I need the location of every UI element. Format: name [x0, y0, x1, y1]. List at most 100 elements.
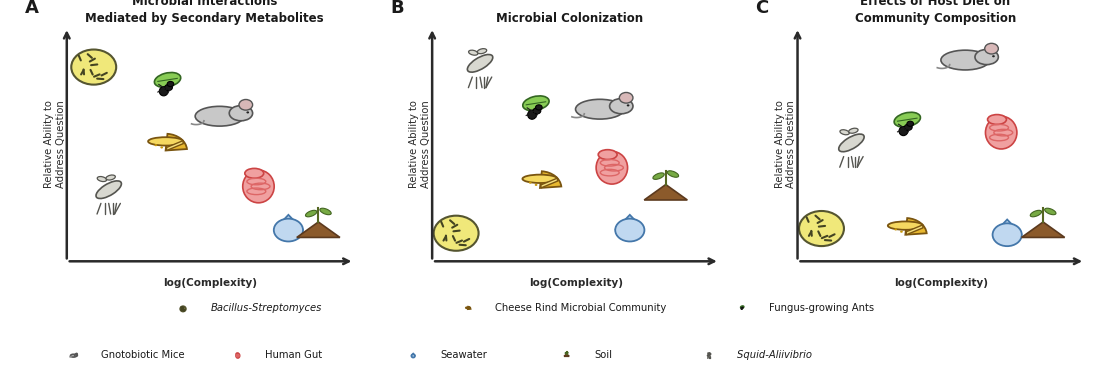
Ellipse shape [527, 110, 536, 119]
Circle shape [164, 85, 172, 90]
Text: Relative Ability to
Address Question: Relative Ability to Address Question [775, 100, 797, 188]
Ellipse shape [596, 151, 628, 184]
Ellipse shape [653, 173, 664, 179]
Polygon shape [993, 220, 1021, 235]
Ellipse shape [106, 175, 115, 180]
Wedge shape [468, 307, 470, 309]
Title: Effects of Host Diet on
Community Composition: Effects of Host Diet on Community Compos… [855, 0, 1016, 25]
Ellipse shape [1044, 208, 1055, 215]
Polygon shape [541, 178, 558, 188]
Ellipse shape [75, 354, 78, 356]
Ellipse shape [478, 49, 487, 54]
Ellipse shape [741, 306, 744, 308]
Text: Seawater: Seawater [441, 350, 488, 360]
Circle shape [155, 144, 157, 146]
Ellipse shape [567, 352, 568, 353]
Text: Bacillus-Streptomyces: Bacillus-Streptomyces [210, 303, 322, 313]
Circle shape [434, 216, 479, 251]
Polygon shape [274, 215, 302, 230]
Text: Human Gut: Human Gut [265, 350, 322, 360]
Ellipse shape [975, 50, 998, 65]
Ellipse shape [159, 87, 168, 96]
Polygon shape [906, 225, 923, 235]
Ellipse shape [98, 177, 106, 182]
Circle shape [274, 219, 302, 241]
Circle shape [993, 223, 1021, 246]
Text: B: B [390, 0, 403, 17]
Ellipse shape [575, 99, 625, 119]
Circle shape [76, 353, 78, 355]
Ellipse shape [523, 175, 558, 183]
Text: Cheese Rind Microbial Community: Cheese Rind Microbial Community [495, 303, 666, 313]
Circle shape [239, 99, 252, 110]
Ellipse shape [236, 353, 240, 358]
Ellipse shape [940, 50, 990, 70]
Ellipse shape [229, 106, 252, 121]
Ellipse shape [242, 170, 274, 203]
Wedge shape [165, 134, 187, 151]
Polygon shape [644, 184, 687, 200]
Polygon shape [615, 215, 644, 230]
Circle shape [168, 82, 174, 87]
Ellipse shape [195, 106, 243, 126]
Title: Microbial Colonization: Microbial Colonization [496, 12, 643, 25]
Text: Fungus-growing Ants: Fungus-growing Ants [769, 303, 875, 313]
Circle shape [247, 112, 249, 113]
Circle shape [529, 182, 532, 184]
Ellipse shape [667, 171, 678, 177]
Text: log(Complexity): log(Complexity) [894, 278, 989, 288]
Ellipse shape [899, 126, 907, 136]
Ellipse shape [523, 96, 549, 111]
Ellipse shape [598, 150, 617, 160]
Ellipse shape [96, 181, 122, 199]
Circle shape [411, 354, 415, 358]
Circle shape [894, 229, 897, 230]
Ellipse shape [467, 55, 493, 72]
Ellipse shape [469, 50, 478, 55]
Circle shape [799, 211, 844, 246]
Polygon shape [167, 141, 183, 151]
Polygon shape [297, 222, 340, 238]
Ellipse shape [466, 307, 470, 308]
Polygon shape [1021, 222, 1064, 238]
Circle shape [535, 184, 537, 186]
Ellipse shape [320, 208, 331, 215]
Circle shape [984, 43, 998, 54]
Text: log(Complexity): log(Complexity) [163, 278, 258, 288]
Circle shape [992, 55, 995, 57]
Ellipse shape [708, 353, 709, 354]
Wedge shape [540, 171, 561, 188]
Ellipse shape [70, 354, 77, 357]
Circle shape [619, 92, 633, 103]
Circle shape [536, 105, 543, 110]
Ellipse shape [987, 115, 1006, 124]
Polygon shape [468, 308, 470, 309]
Ellipse shape [838, 134, 864, 152]
Ellipse shape [148, 137, 183, 145]
Text: log(Complexity): log(Complexity) [529, 278, 623, 288]
Polygon shape [564, 354, 569, 356]
Text: Soil: Soil [594, 350, 612, 360]
Circle shape [533, 108, 540, 114]
Circle shape [906, 121, 914, 126]
Text: Relative Ability to
Address Question: Relative Ability to Address Question [410, 100, 431, 188]
Ellipse shape [840, 130, 849, 135]
Circle shape [181, 307, 185, 311]
Ellipse shape [609, 99, 633, 114]
Text: C: C [755, 0, 769, 17]
Text: Squid-​Aliivibrio: Squid-​Aliivibrio [737, 350, 811, 360]
Ellipse shape [848, 128, 858, 133]
Text: A: A [25, 0, 38, 17]
Ellipse shape [244, 168, 264, 178]
Circle shape [71, 50, 116, 85]
Circle shape [160, 146, 163, 149]
Ellipse shape [985, 116, 1017, 149]
Wedge shape [905, 218, 927, 235]
Ellipse shape [894, 112, 921, 127]
Polygon shape [411, 354, 415, 356]
Circle shape [900, 230, 903, 233]
Ellipse shape [1030, 210, 1041, 217]
Ellipse shape [888, 222, 923, 230]
Text: Relative Ability to
Address Question: Relative Ability to Address Question [44, 100, 66, 188]
Circle shape [615, 219, 644, 241]
